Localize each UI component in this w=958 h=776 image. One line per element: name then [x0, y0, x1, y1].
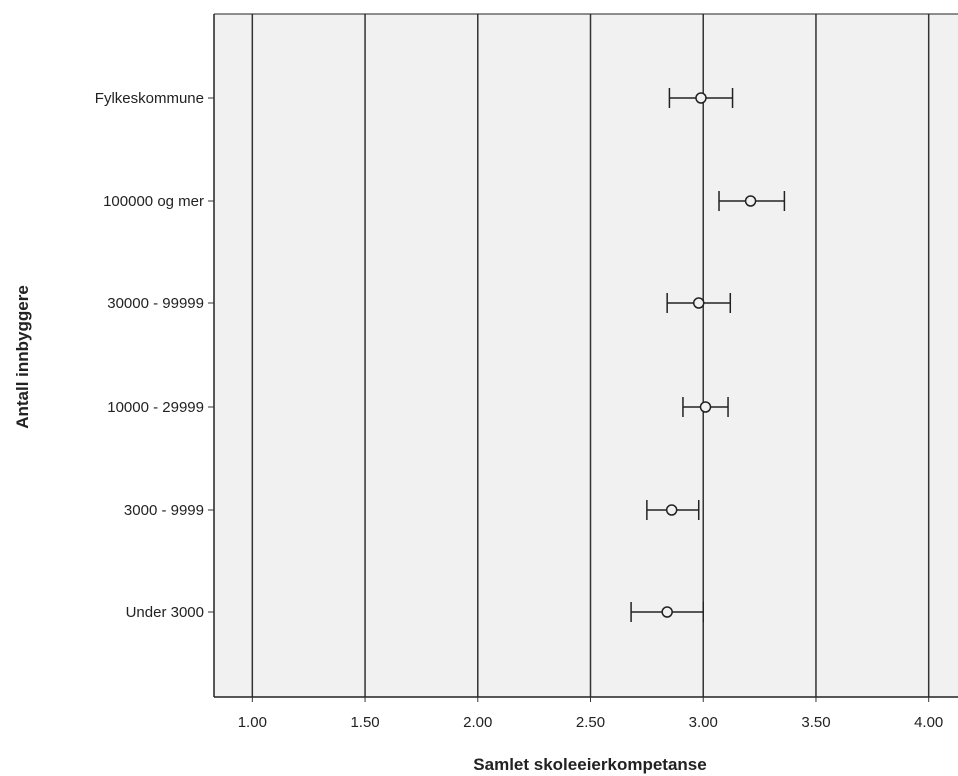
mean-point — [699, 401, 712, 413]
error-bars — [630, 88, 786, 622]
y-tick-label: 30000 - 99999 — [107, 295, 204, 312]
y-tick-label: Fylkeskommune — [95, 90, 204, 107]
mean-point — [665, 504, 678, 516]
y-tick-label: 3000 - 9999 — [124, 502, 204, 519]
x-ticks: 1.00 1.50 2.00 2.50 3.00 3.50 4.00 — [238, 697, 943, 731]
grid-lines — [251, 14, 930, 697]
x-tick-label: 4.00 — [914, 714, 943, 731]
x-tick-label: 1.00 — [238, 714, 267, 731]
axes — [213, 13, 958, 698]
mean-point — [692, 297, 705, 309]
mean-point — [744, 195, 757, 207]
x-tick-label: 1.50 — [350, 714, 379, 731]
y-tick-label: 100000 og mer — [103, 193, 204, 210]
x-tick-label: 3.50 — [801, 714, 830, 731]
x-tick-label: 2.00 — [463, 714, 492, 731]
y-tick-label: Under 3000 — [126, 604, 204, 621]
y-ticks: Fylkeskommune 100000 og mer 30000 - 99999 1… — [95, 90, 214, 621]
x-axis-title: Samlet skoleeierkompetanse — [473, 755, 706, 774]
plot-area — [214, 14, 958, 697]
x-tick-label: 3.00 — [689, 714, 718, 731]
y-axis-title: Antall innbyggere — [13, 285, 32, 429]
mean-point — [695, 92, 707, 104]
mean-point — [661, 606, 673, 618]
y-tick-label: 10000 - 29999 — [107, 399, 204, 416]
x-tick-label: 2.50 — [576, 714, 605, 731]
